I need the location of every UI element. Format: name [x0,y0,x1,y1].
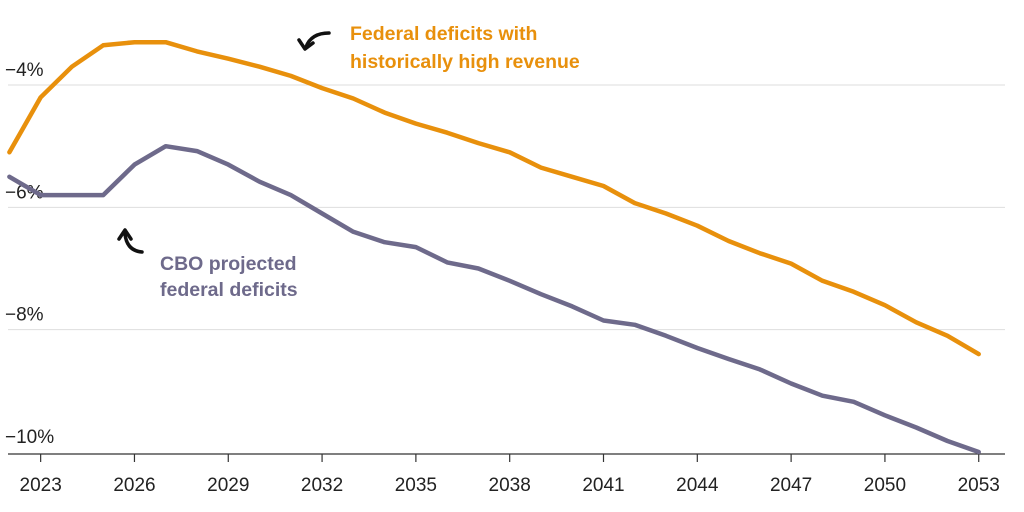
y-tick-label: −6% [5,182,44,203]
series-line-cbo-projected [7,143,981,455]
annotation-high-revenue-line1: Federal deficits with [350,23,537,45]
y-tick-label: −10% [5,427,54,448]
x-tick-label: 2047 [770,475,812,496]
x-axis-ticks: 2023 2026 2029 2032 2035 2038 2041 2044 2047 2050… [20,454,1000,496]
annotation-cbo-projected-line2: federal deficits [160,279,298,301]
x-tick-label: 2026 [113,475,155,496]
y-tick-label: −4% [5,60,44,81]
arrowhead-icon [297,38,315,51]
x-tick-label: 2050 [864,475,906,496]
annotation-cbo-projected: CBO projected federal deficits [117,228,298,301]
annotation-high-revenue: Federal deficits with historically high … [297,23,580,73]
series-lines [7,39,981,455]
x-tick-label: 2038 [489,475,531,496]
x-tick-label: 2053 [958,475,1000,496]
x-tick-label: 2023 [20,475,62,496]
curved-arrow-icon [304,31,331,49]
annotation-high-revenue-line2: historically high revenue [350,51,580,73]
x-tick-label: 2029 [207,475,249,496]
x-tick-label: 2035 [395,475,437,496]
annotation-cbo-projected-line1: CBO projected [160,253,297,275]
series-line-high-revenue [7,39,981,357]
curved-arrow-icon [123,232,144,254]
x-tick-label: 2044 [676,475,719,496]
gridlines [8,84,1005,331]
x-tick-label: 2032 [301,475,343,496]
y-tick-label: −8% [5,305,44,326]
arrowhead-icon [117,228,133,241]
y-axis-tick-labels: −4% −6% −8% −10% [5,60,54,448]
x-tick-label: 2041 [582,475,624,496]
